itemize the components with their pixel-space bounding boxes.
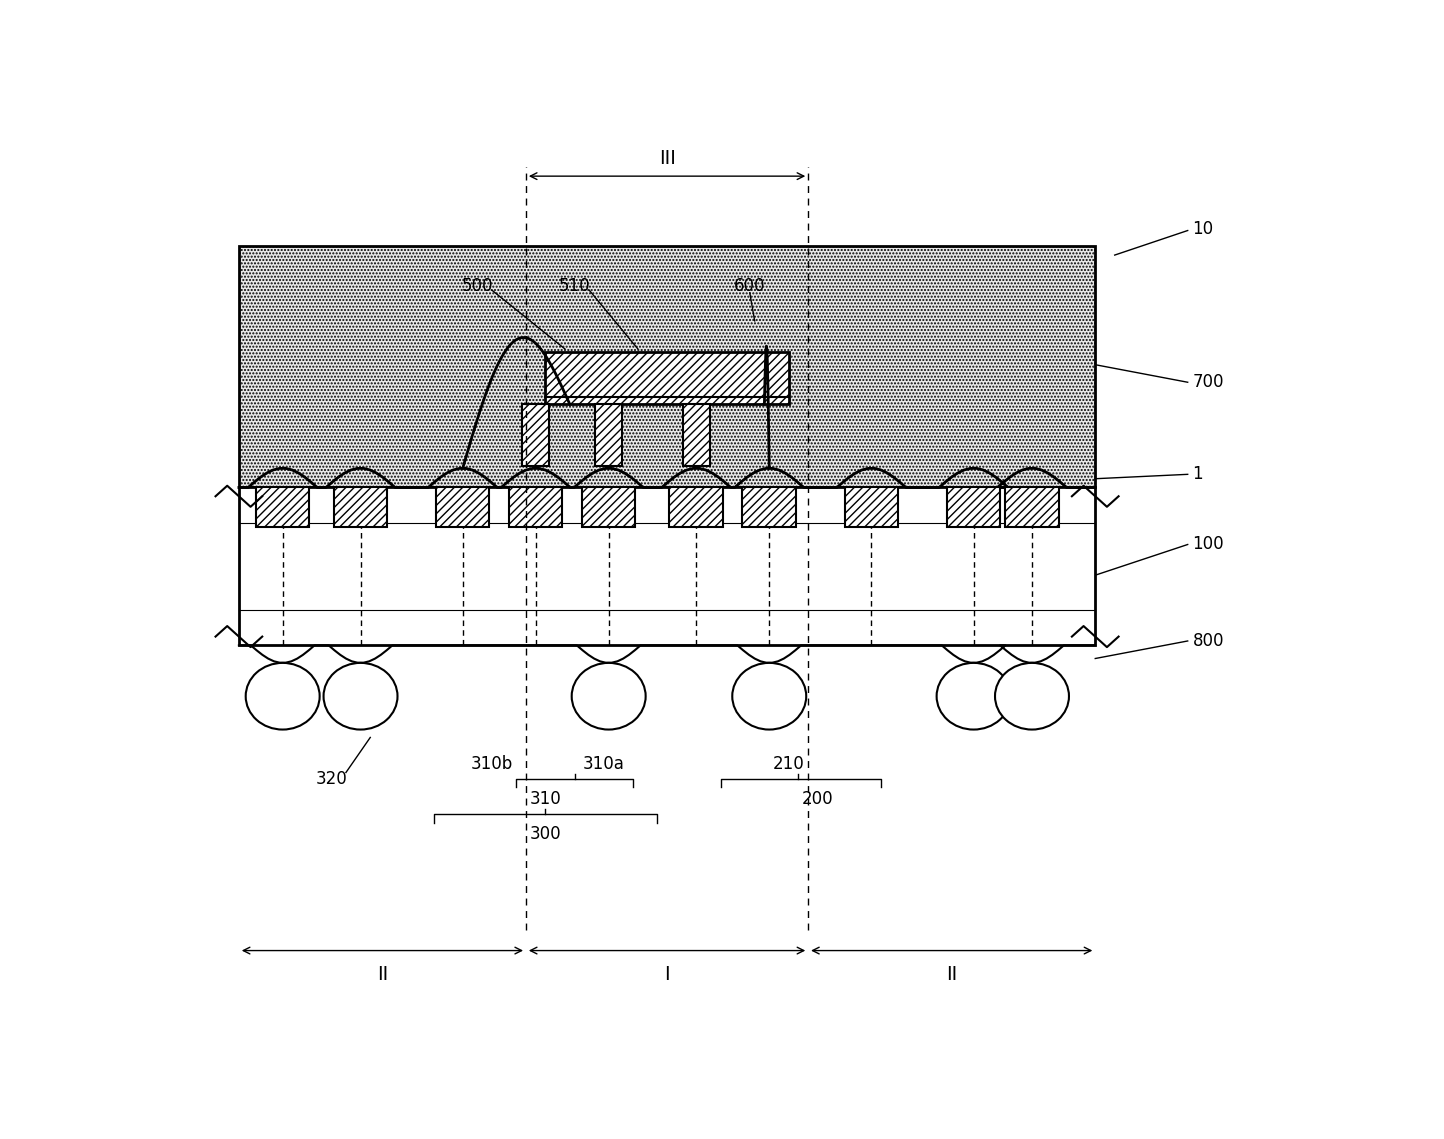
- Text: I: I: [664, 965, 670, 984]
- Text: 300: 300: [530, 825, 562, 843]
- Circle shape: [937, 663, 1011, 730]
- Bar: [546, 352, 788, 404]
- Bar: [670, 487, 723, 527]
- Text: 700: 700: [1193, 374, 1225, 392]
- Bar: [742, 487, 796, 527]
- Text: 310b: 310b: [471, 755, 513, 772]
- Bar: [1005, 487, 1058, 527]
- Text: 320: 320: [315, 770, 347, 788]
- Bar: [238, 487, 1095, 646]
- Text: 1: 1: [1193, 466, 1203, 483]
- Bar: [845, 487, 898, 527]
- Bar: [523, 404, 549, 467]
- Circle shape: [732, 663, 806, 730]
- Bar: [256, 487, 309, 527]
- Text: 10: 10: [1193, 220, 1213, 238]
- Text: II: II: [946, 965, 957, 984]
- Bar: [436, 487, 490, 527]
- Bar: [947, 487, 1001, 527]
- Circle shape: [572, 663, 645, 730]
- Circle shape: [995, 663, 1069, 730]
- Bar: [508, 487, 563, 527]
- Bar: [334, 487, 387, 527]
- Bar: [683, 404, 710, 467]
- Text: II: II: [377, 965, 388, 984]
- Text: 210: 210: [773, 755, 804, 772]
- Text: III: III: [658, 149, 676, 169]
- Text: 800: 800: [1193, 632, 1225, 650]
- Text: 200: 200: [801, 789, 833, 808]
- Bar: [582, 487, 635, 527]
- Circle shape: [245, 663, 319, 730]
- Text: 100: 100: [1193, 535, 1225, 554]
- Bar: [595, 404, 622, 467]
- Text: 510: 510: [559, 277, 591, 295]
- Text: 500: 500: [462, 277, 492, 295]
- Circle shape: [323, 663, 397, 730]
- Text: 310: 310: [530, 789, 562, 808]
- Bar: [238, 246, 1095, 487]
- Text: 600: 600: [734, 277, 765, 295]
- Text: 310a: 310a: [583, 755, 625, 772]
